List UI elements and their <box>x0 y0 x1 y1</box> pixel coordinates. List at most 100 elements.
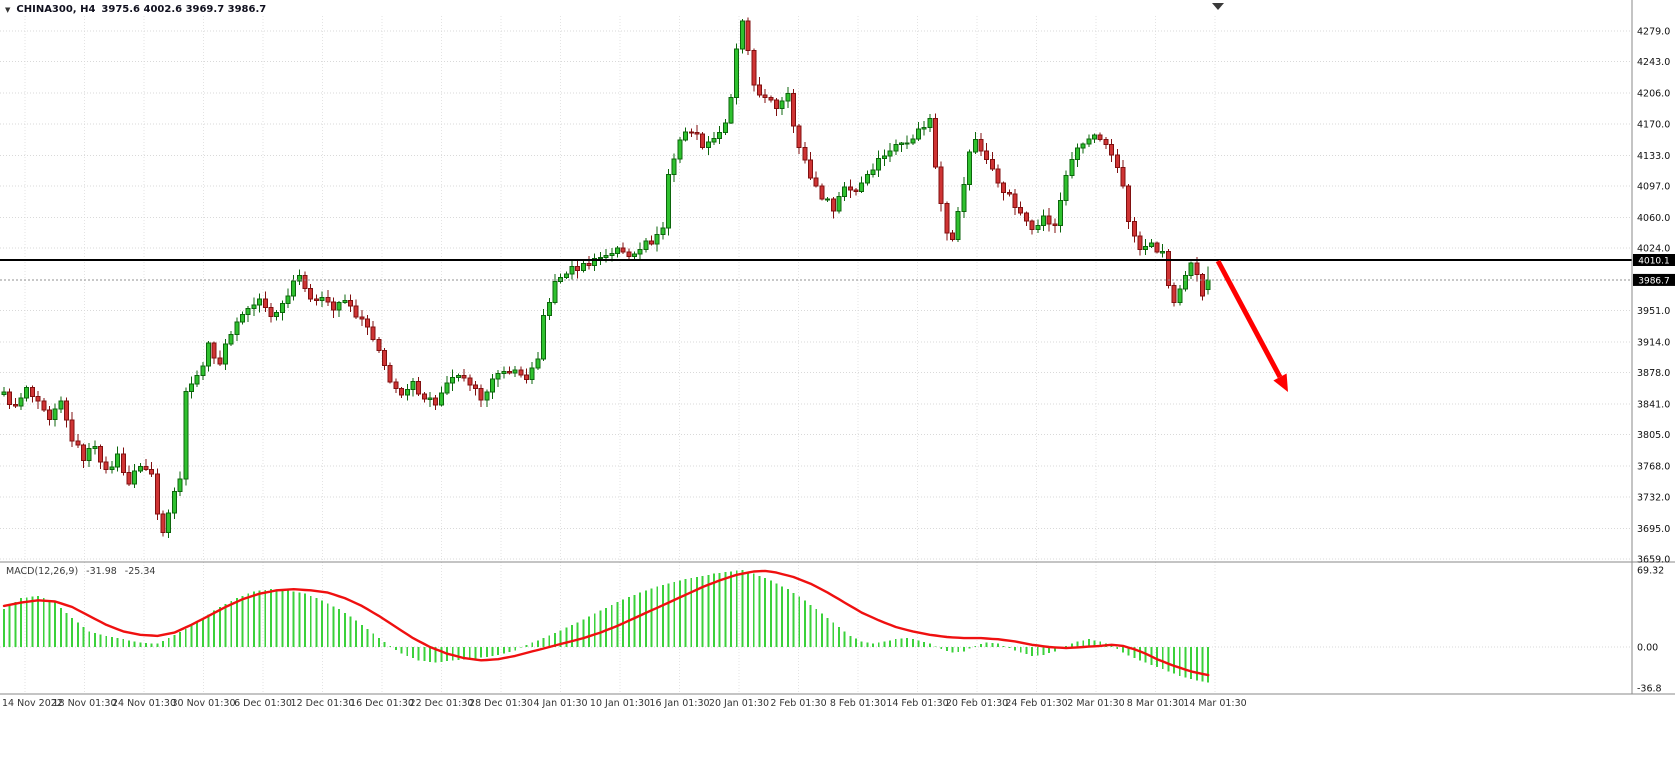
candle-body <box>92 446 98 449</box>
candle-body <box>796 125 802 148</box>
candle-body <box>950 232 956 240</box>
candle-body <box>927 118 933 129</box>
candle-body <box>666 174 672 229</box>
candle-body <box>830 198 836 212</box>
macd-signal-value: -25.34 <box>124 566 156 577</box>
candle-body <box>188 383 194 392</box>
candle-body <box>359 316 365 320</box>
candle-body <box>592 258 598 267</box>
candle-body <box>347 300 353 307</box>
candle-body <box>154 473 160 515</box>
time-axis-label: 8 Feb 01:30 <box>830 698 886 709</box>
candle-body <box>262 298 268 309</box>
candle-body <box>489 378 495 393</box>
candle-body <box>433 397 439 406</box>
candle-body <box>98 446 104 463</box>
candle-body <box>228 333 234 345</box>
time-axis-label: 18 Nov 01:30 <box>52 698 116 709</box>
candle-body <box>1160 251 1166 254</box>
price-axis-label: 3841.0 <box>1637 400 1670 411</box>
candle-body <box>955 210 961 240</box>
candle-body <box>535 358 541 369</box>
candle-body <box>649 240 655 245</box>
candle-body <box>387 364 393 383</box>
candle-body <box>734 48 740 99</box>
candle-body <box>563 273 569 279</box>
candle-body <box>132 470 138 485</box>
candle-body <box>1092 134 1098 140</box>
candle-body <box>944 202 950 234</box>
candle-body <box>1040 215 1046 227</box>
candle-body <box>518 369 524 376</box>
symbol-period-label: CHINA300, H4 <box>16 4 96 15</box>
candle-body <box>115 453 121 468</box>
candle-body <box>291 280 297 297</box>
candle-body <box>336 301 342 311</box>
time-axis-label: 24 Nov 01:30 <box>112 698 176 709</box>
candle-body <box>1182 274 1188 290</box>
price-axis-label: 4279.0 <box>1637 27 1670 38</box>
price-axis-label: 3659.0 <box>1637 555 1670 566</box>
candle-body <box>1035 225 1041 230</box>
candle-body <box>370 326 376 340</box>
candle-body <box>1063 175 1069 202</box>
time-axis-label: 2 Mar 01:30 <box>1067 698 1124 709</box>
candle-body <box>717 131 723 139</box>
candle-body <box>200 365 206 377</box>
candle-body <box>171 491 177 514</box>
candle-body <box>501 371 507 375</box>
candle-body <box>41 400 47 411</box>
candle-body <box>495 373 501 380</box>
time-axis-label: 16 Dec 01:30 <box>350 698 414 709</box>
time-axis-label: 10 Jan 01:30 <box>590 698 650 709</box>
price-axis-label: 3951.0 <box>1637 306 1670 317</box>
candle-body <box>1057 200 1063 227</box>
candle-body <box>819 185 825 200</box>
candle-body <box>978 139 984 152</box>
candle-body <box>109 466 115 471</box>
trend-arrow[interactable] <box>1215 259 1283 379</box>
candle-body <box>382 350 388 366</box>
time-axis-label: 8 Mar 01:30 <box>1127 698 1184 709</box>
candle-body <box>762 94 768 99</box>
candle-body <box>541 314 547 360</box>
dropdown-arrow-icon[interactable]: ▼ <box>5 5 11 14</box>
shift-marker-icon[interactable] <box>1212 3 1224 10</box>
candle-body <box>342 300 348 303</box>
trend-arrow-head[interactable] <box>1273 373 1288 393</box>
price-axis-label: 3878.0 <box>1637 368 1670 379</box>
candle-body <box>898 142 904 145</box>
candle-body <box>586 262 592 267</box>
candle-body <box>450 376 456 384</box>
candle-body <box>194 375 200 385</box>
candle-body <box>1012 193 1018 209</box>
candle-body <box>313 298 319 302</box>
time-axis-label: 24 Feb 01:30 <box>1005 698 1067 709</box>
candle-body <box>688 131 694 134</box>
candle-body <box>529 367 535 380</box>
candle-body <box>853 189 859 192</box>
time-axis-label: 28 Dec 01:30 <box>469 698 533 709</box>
candle-body <box>1 391 7 395</box>
candle-body <box>1006 192 1012 195</box>
price-axis-label: 3914.0 <box>1637 337 1670 348</box>
candle-body <box>864 173 870 184</box>
candle-body <box>808 159 814 179</box>
price-axis-label: 4060.0 <box>1637 213 1670 224</box>
ohlc-values-label: 3975.6 4002.6 3969.7 3986.7 <box>101 4 267 15</box>
candle-body <box>1075 147 1081 160</box>
candle-body <box>268 307 274 318</box>
candle-body <box>637 248 643 255</box>
candle-body <box>245 307 251 315</box>
candle-body <box>910 138 916 144</box>
candle-body <box>609 253 615 257</box>
candle-body <box>1046 215 1052 225</box>
price-axis-label: 4206.0 <box>1637 89 1670 100</box>
price-axis-label: 3695.0 <box>1637 524 1670 535</box>
candle-body <box>626 251 632 258</box>
candle-body <box>791 93 797 127</box>
candle-body <box>768 97 774 101</box>
candle-body <box>1205 279 1211 290</box>
candle-body <box>120 453 126 474</box>
